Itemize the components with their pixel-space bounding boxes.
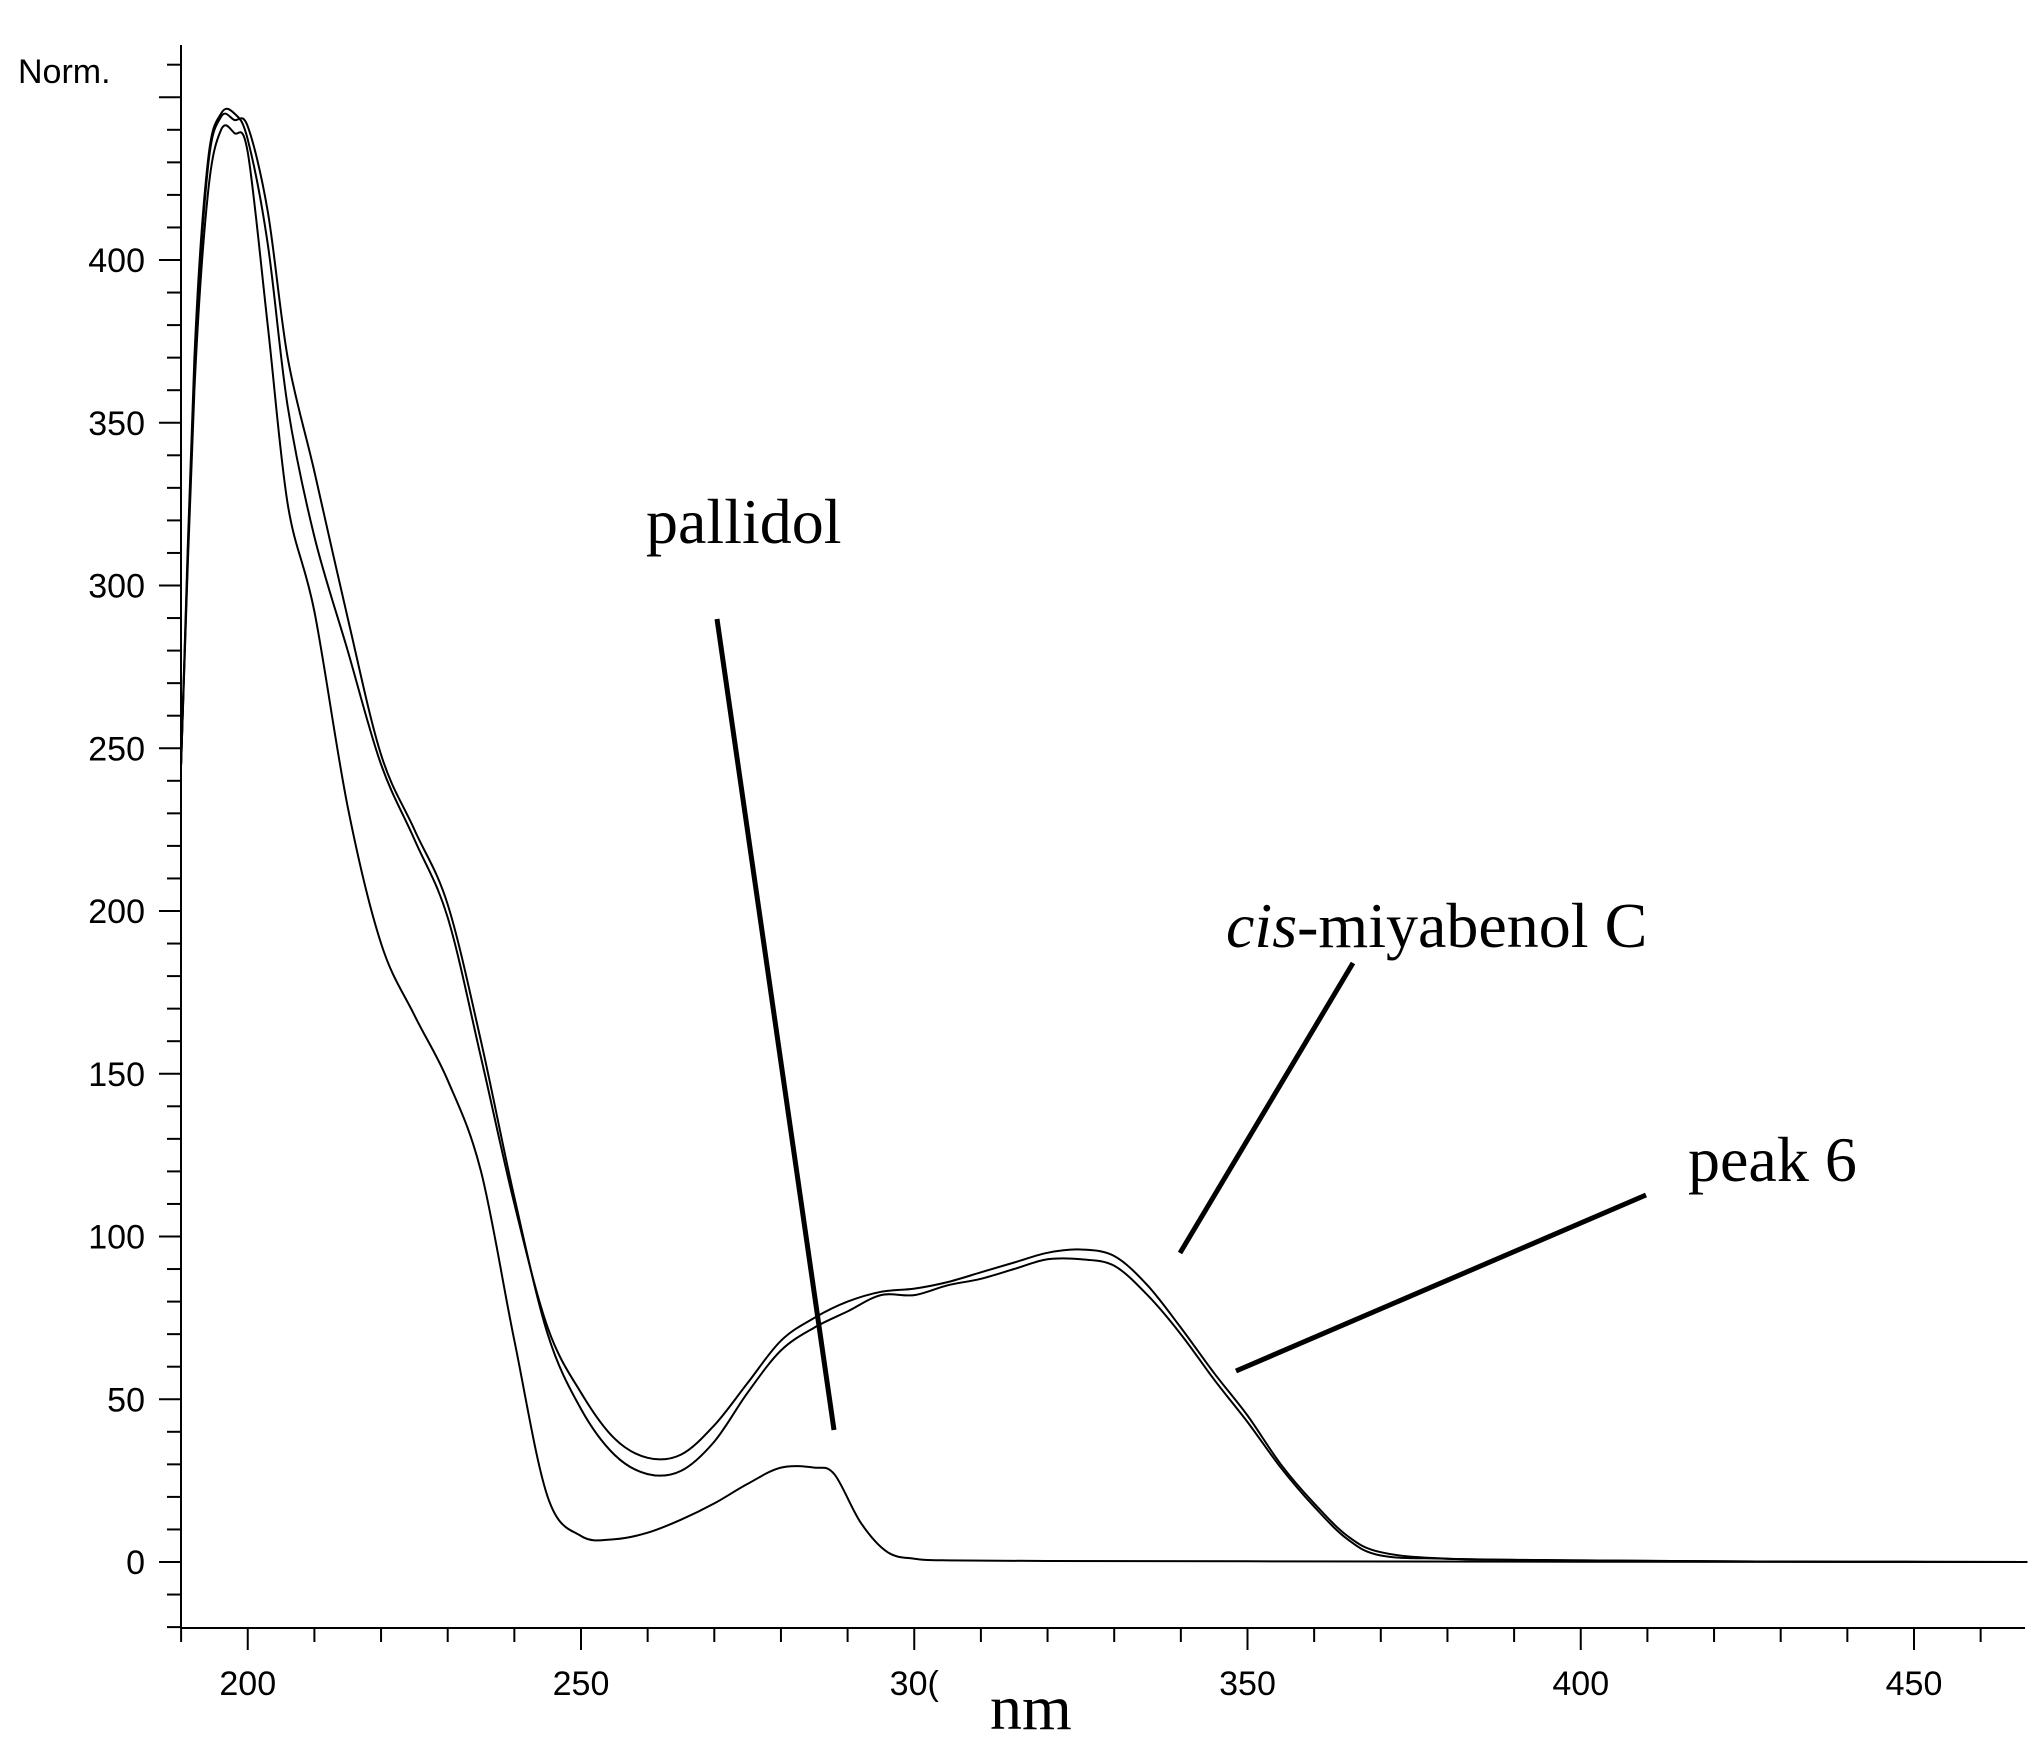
y-tick-label: 0: [126, 1544, 145, 1582]
x-tick-label: 400: [1552, 1665, 1609, 1703]
peak-6-leader-line: [1235, 1192, 1647, 1374]
x-tick-label: 350: [1219, 1665, 1276, 1703]
x-tick-label: 200: [219, 1665, 276, 1703]
series-layer: [180, 107, 2028, 1563]
y-tick-label: 150: [88, 1056, 145, 1094]
axes: [180, 45, 2025, 1629]
series-line-pallidol: [180, 124, 2028, 1563]
y-tick-label: 100: [88, 1219, 145, 1257]
pallidol-leader-line: [714, 618, 837, 1431]
x-ticks: 200 250 30( 350 400 450: [180, 1628, 1982, 1703]
x-tick-label: 450: [1886, 1665, 1943, 1703]
cis-miyabenol-c-leader-line: [1177, 961, 1356, 1255]
annotation-cis-prefix: cis: [1226, 890, 1297, 961]
y-axis-title: Norm.: [18, 53, 111, 91]
y-tick-label: 300: [88, 568, 145, 606]
y-tick-label: 350: [88, 405, 145, 443]
y-tick-label: 200: [88, 893, 145, 931]
y-tick-label: 250: [88, 730, 145, 768]
y-tick-label: 400: [88, 242, 145, 280]
annotation-miyabenol-c-suffix: -miyabenol C: [1297, 890, 1647, 961]
annotation-leaders: [714, 618, 1647, 1431]
annotation-peak-6: peak 6: [1688, 1124, 1857, 1195]
x-tick-label: 250: [553, 1665, 610, 1703]
series-line-peak-6: [180, 112, 2028, 1563]
x-axis-title: nm: [990, 1672, 1072, 1739]
y-tick-label: 50: [107, 1381, 145, 1419]
annotation-pallidol: pallidol: [646, 486, 842, 557]
series-line-cis-miyabenol-c: [180, 107, 2028, 1563]
annotation-cis-miyabenol-c: cis-miyabenol C: [1226, 890, 1647, 961]
x-tick-label: 30(: [890, 1665, 940, 1703]
y-ticks: 0 50 100 150 200 250 300 350 400: [88, 63, 181, 1629]
